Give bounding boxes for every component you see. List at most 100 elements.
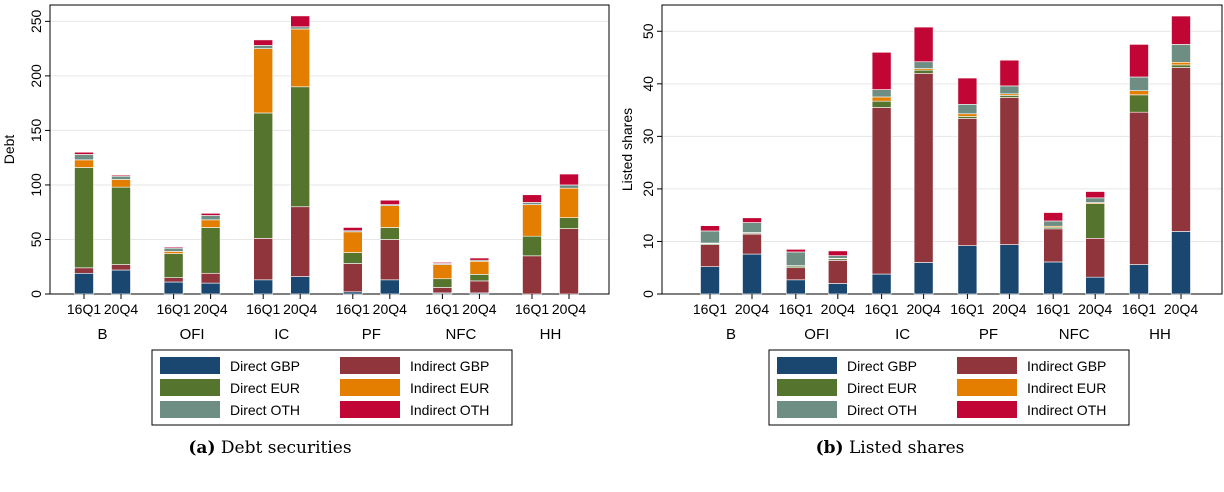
bar-segment-indirect-gbp	[74, 267, 94, 274]
bar-segment-indirect-gbp	[957, 118, 978, 246]
bar-segment-direct-oth	[957, 104, 978, 115]
bar-segment-direct-eur	[999, 95, 1020, 98]
bar-segment-direct-eur	[871, 100, 892, 108]
bar-segment-indirect-oth	[1171, 15, 1191, 45]
bar-segment-indirect-oth	[432, 262, 453, 264]
legend-swatch-direct-gbp	[160, 357, 220, 374]
bar-segment-direct-oth	[999, 85, 1020, 95]
bar-segment-indirect-oth	[999, 59, 1020, 87]
bar-segment-direct-gbp	[700, 266, 720, 295]
bar-segment-direct-gbp	[913, 262, 934, 295]
bar-segment-indirect-gbp	[999, 97, 1020, 245]
bar-segment-direct-gbp	[999, 244, 1020, 295]
bar-segment-direct-oth	[913, 61, 934, 69]
bar-segment-indirect-oth	[522, 194, 542, 203]
bar-segment-direct-eur	[290, 86, 311, 208]
bar-segment-direct-oth	[200, 215, 221, 221]
x-tick-label: 20Q4	[552, 301, 586, 317]
bar-segment-direct-oth	[111, 175, 131, 180]
x-tick-label: 16Q1	[950, 301, 984, 317]
legend-swatch-direct-oth	[777, 401, 837, 418]
legend-label-direct-oth: Direct OTH	[847, 402, 917, 418]
bar-segment-direct-oth	[522, 202, 542, 205]
legend-swatch-indirect-gbp	[957, 357, 1017, 374]
x-tick-label: 20Q4	[373, 301, 407, 317]
bar-segment-indirect-gbp	[559, 228, 579, 295]
group-label: B	[97, 326, 107, 343]
bar-segment-indirect-eur	[290, 28, 311, 88]
bar-segment-indirect-oth	[379, 199, 400, 205]
bar-segment-direct-eur	[432, 278, 453, 288]
bar-segment-indirect-oth	[290, 15, 311, 28]
x-tick-label: 16Q1	[246, 301, 280, 317]
legend-swatch-direct-eur	[160, 379, 220, 396]
group-label: NFC	[445, 326, 476, 343]
bar-segment-indirect-gbp	[828, 260, 848, 284]
legend-swatch-direct-gbp	[777, 357, 837, 374]
caption-text: Listed shares	[849, 438, 965, 458]
bar-segment-indirect-gbp	[379, 239, 400, 281]
legend-swatch-indirect-eur	[957, 379, 1017, 396]
x-tick-label: 16Q1	[864, 301, 898, 317]
bar-segment-indirect-eur	[111, 179, 131, 188]
bar-segment-indirect-oth	[74, 151, 94, 155]
bar-segment-indirect-eur	[871, 96, 892, 102]
bar-segment-direct-oth	[253, 45, 273, 49]
bar-segment-direct-eur	[111, 186, 131, 265]
bar-segment-indirect-oth	[1085, 191, 1106, 199]
bar-segment-direct-gbp	[1043, 261, 1064, 295]
bar-segment-indirect-oth	[957, 77, 978, 105]
bar-segment-indirect-gbp	[1043, 228, 1064, 263]
legend-label-direct-oth: Direct OTH	[230, 402, 300, 418]
legend-label-direct-eur: Direct EUR	[847, 380, 917, 396]
bar-segment-direct-oth	[74, 154, 94, 161]
bar-segment-indirect-oth	[469, 257, 490, 261]
bar-segment-direct-gbp	[253, 279, 273, 295]
bar-segment-indirect-eur	[253, 48, 273, 114]
bar-segment-indirect-gbp	[290, 206, 311, 277]
x-tick-label: 16Q1	[425, 301, 459, 317]
group-label: HH	[540, 326, 562, 343]
bar-segment-indirect-gbp	[200, 272, 221, 284]
group-label: IC	[895, 326, 910, 343]
bar-segment-direct-eur	[469, 274, 490, 282]
y-axis-label: Debt	[1, 135, 17, 165]
x-tick-label: 16Q1	[1036, 301, 1070, 317]
bar-segment-direct-gbp	[111, 269, 131, 295]
legend-label-direct-gbp: Direct GBP	[847, 358, 917, 374]
bar-segment-indirect-oth	[1043, 212, 1064, 222]
legend-label-indirect-oth: Indirect OTH	[410, 402, 489, 418]
x-tick-label: 16Q1	[1122, 301, 1156, 317]
bar-segment-direct-gbp	[1171, 231, 1191, 295]
bar-segment-direct-eur	[379, 227, 400, 240]
bar-segment-direct-oth	[1043, 220, 1064, 227]
bar-segment-indirect-oth	[163, 246, 184, 249]
bar-segment-direct-gbp	[1129, 264, 1149, 295]
caption-debt-securities: (a) Debt securities	[70, 438, 470, 458]
bar-segment-direct-gbp	[786, 279, 806, 295]
legend-swatch-indirect-oth	[340, 401, 400, 418]
bar-segment-direct-gbp	[200, 282, 221, 295]
bar-segment-direct-oth	[828, 255, 848, 259]
bar-segment-direct-gbp	[828, 283, 848, 295]
x-tick-label: 20Q4	[906, 301, 940, 317]
bar-segment-indirect-gbp	[871, 107, 892, 275]
bar-segment-indirect-gbp	[469, 280, 490, 294]
bar-segment-indirect-eur	[957, 113, 978, 117]
legend-swatch-indirect-gbp	[340, 357, 400, 374]
caption-text: Debt securities	[220, 438, 352, 458]
bar-segment-indirect-eur	[200, 219, 221, 228]
bar-segment-indirect-gbp	[1085, 238, 1106, 278]
bar-segment-direct-eur	[1129, 94, 1149, 113]
group-label: OFI	[180, 326, 205, 343]
bar-segment-indirect-gbp	[111, 264, 131, 271]
x-tick-label: 20Q4	[193, 301, 227, 317]
bar-segment-indirect-oth	[253, 39, 273, 46]
bar-segment-direct-oth	[1085, 197, 1106, 203]
bar-segment-direct-gbp	[74, 272, 94, 295]
caption-tag: (a)	[188, 438, 216, 458]
bar-segment-indirect-oth	[700, 225, 720, 232]
bar-segment-direct-oth	[786, 251, 806, 266]
x-tick-label: 20Q4	[992, 301, 1026, 317]
